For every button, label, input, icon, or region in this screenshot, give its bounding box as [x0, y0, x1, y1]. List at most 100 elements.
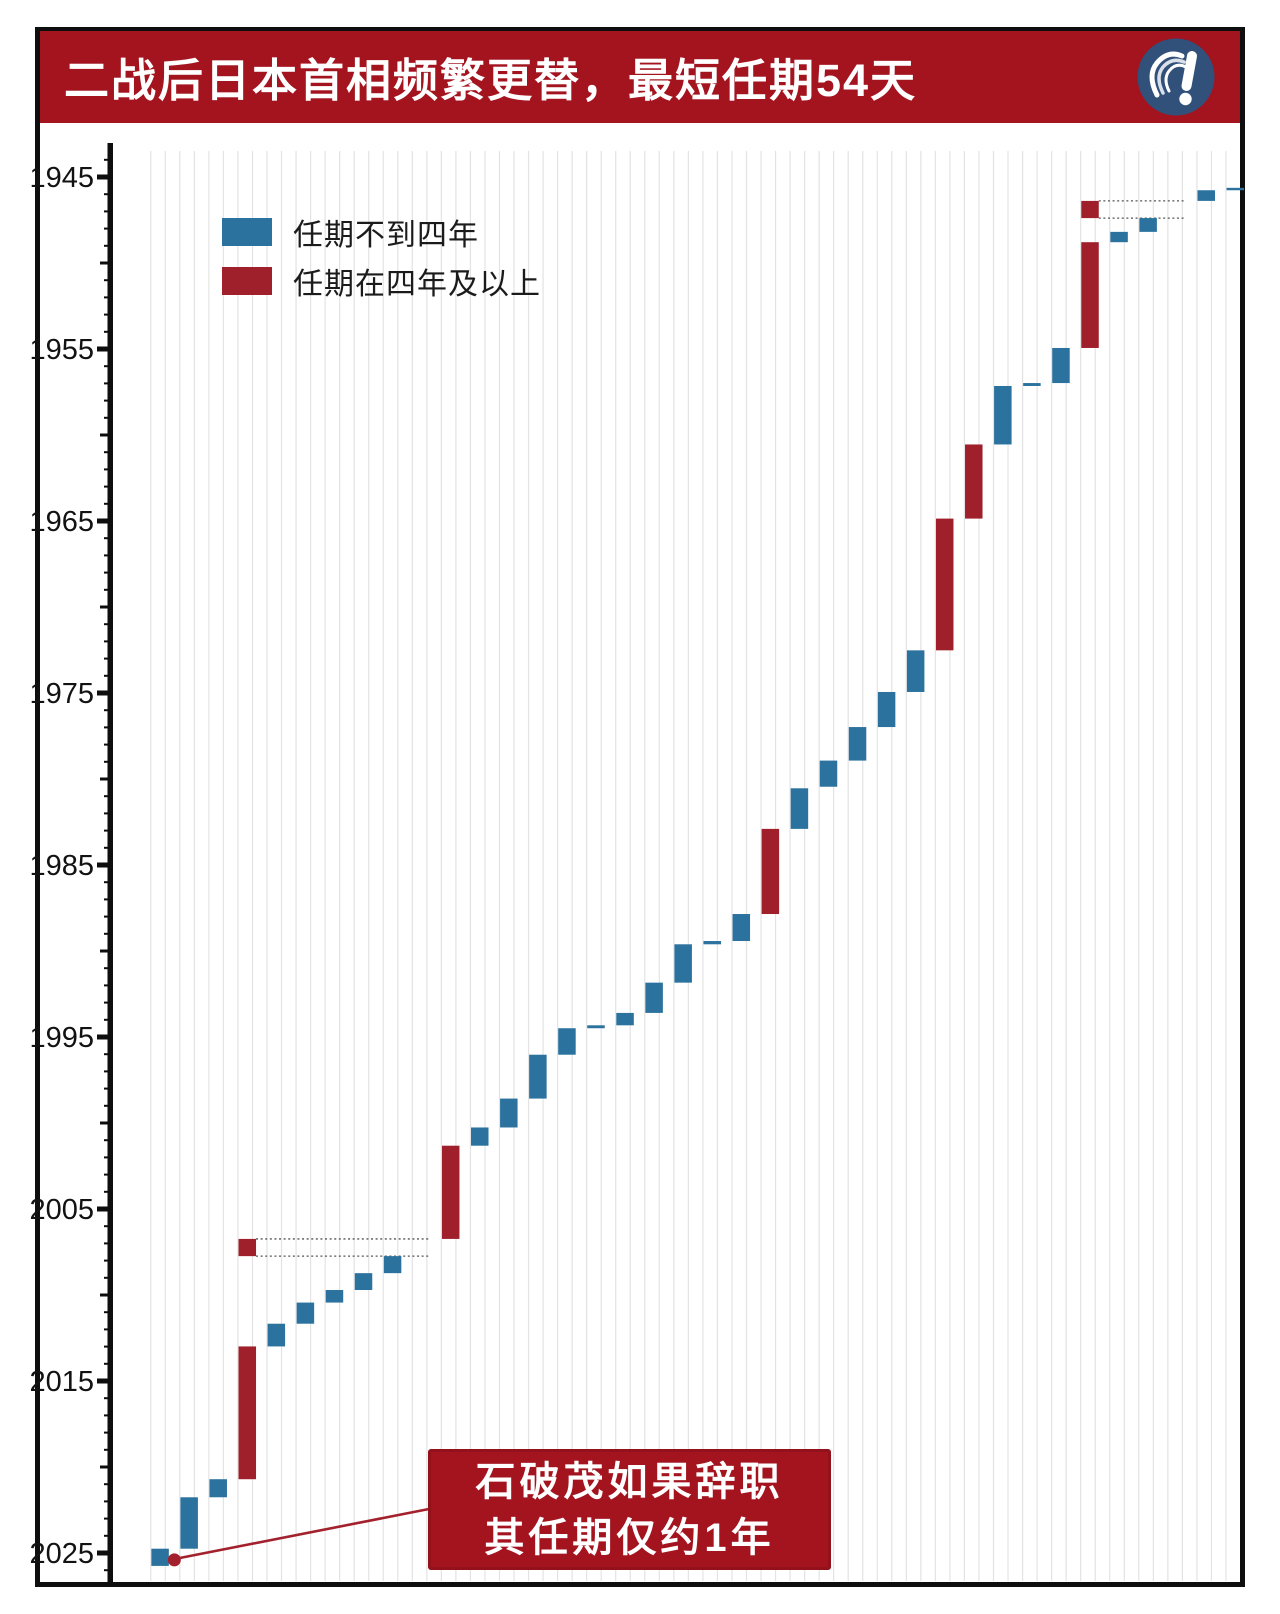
y-axis-tick — [104, 640, 113, 643]
y-axis-tick — [97, 518, 113, 524]
legend-label-short-term: 任期不到四年 — [293, 219, 479, 252]
y-axis-tick — [104, 1190, 113, 1193]
tenure-bar — [267, 1323, 286, 1347]
callout-dot — [167, 1553, 181, 1567]
y-axis-tick — [104, 537, 113, 540]
tenure-bar — [761, 828, 780, 915]
legend-item-long-term: 任期在四年及以上 — [222, 259, 541, 303]
y-axis-tick — [104, 1276, 113, 1279]
y-axis-tick — [104, 898, 113, 901]
y-axis-tick — [104, 623, 113, 626]
y-axis-tick — [104, 244, 113, 247]
page-title: 二战后日本首相频繁更替，最短任期54天 — [64, 54, 918, 106]
y-axis-label: 1985 — [29, 850, 94, 882]
y-axis-tick — [104, 296, 113, 299]
y-axis-tick — [100, 949, 113, 953]
y-axis-tick — [100, 777, 113, 781]
y-axis-tick — [104, 1414, 113, 1417]
callout-box: 石破茂如果辞职 其任期仅约1年 — [428, 1449, 831, 1570]
y-axis-tick — [104, 1362, 113, 1365]
y-axis-tick — [100, 1121, 113, 1125]
y-axis-label: 2015 — [29, 1366, 94, 1398]
y-axis-tick — [104, 485, 113, 488]
y-axis-tick — [104, 1517, 113, 1520]
y-axis-tick — [104, 365, 113, 368]
tenure-bar — [1197, 190, 1216, 201]
y-axis-tick — [104, 881, 113, 884]
y-axis-tick — [100, 605, 113, 609]
y-axis-tick — [104, 674, 113, 677]
y-axis-tick — [100, 433, 113, 437]
tenure-bar — [848, 727, 867, 761]
y-axis-tick — [104, 1156, 113, 1159]
y-axis-tick — [104, 554, 113, 557]
tenure-bar — [965, 444, 983, 519]
y-axis-tick — [104, 1448, 113, 1451]
y-axis-tick — [97, 1550, 113, 1556]
tenure-bar — [180, 1497, 198, 1549]
y-axis-tick — [97, 690, 113, 696]
y-axis-tick — [104, 1139, 113, 1142]
y-axis-tick — [104, 846, 113, 849]
y-axis-label: 1965 — [29, 506, 94, 538]
tenure-bar — [354, 1273, 373, 1291]
tenure-bar — [500, 1098, 518, 1128]
y-axis-tick — [104, 313, 113, 316]
y-axis-tick — [104, 1104, 113, 1107]
y-axis-tick — [104, 502, 113, 505]
y-axis-tick — [104, 1053, 113, 1056]
tenure-bar — [1052, 347, 1070, 384]
y-axis-label: 1955 — [29, 334, 94, 366]
legend-item-short-term: 任期不到四年 — [222, 210, 479, 254]
tenure-bar — [529, 1054, 547, 1099]
y-axis-tick — [104, 1328, 113, 1331]
y-axis-label: 2005 — [29, 1194, 94, 1226]
y-axis-tick — [104, 1242, 113, 1245]
y-axis-tick — [104, 932, 113, 935]
tenure-bar — [1226, 187, 1245, 191]
y-axis-tick — [97, 346, 113, 352]
tenure-bar — [906, 650, 925, 692]
y-axis-tick — [97, 1206, 113, 1212]
y-axis-label: 1945 — [29, 162, 94, 194]
y-axis-tick — [104, 984, 113, 987]
tenure-bar — [616, 1012, 634, 1026]
tenure-bar — [994, 385, 1012, 445]
tenure-bar — [732, 914, 751, 942]
y-axis-tick — [104, 726, 113, 729]
tenure-bar — [674, 944, 692, 983]
tenure-bar — [790, 788, 809, 829]
y-axis-tick — [104, 1173, 113, 1176]
y-axis-tick — [104, 382, 113, 385]
y-axis-tick — [104, 158, 113, 161]
y-axis-label: 1995 — [29, 1022, 94, 1054]
y-axis-tick — [104, 451, 113, 454]
tenure-bar — [935, 518, 954, 651]
legend-label-long-term: 任期在四年及以上 — [293, 268, 541, 301]
tenure-bar — [703, 941, 721, 945]
y-axis-tick — [104, 227, 113, 230]
y-axis-tick — [104, 1431, 113, 1434]
tenure-bar — [877, 691, 896, 728]
y-axis-tick — [104, 1534, 113, 1537]
tenure-bar — [1023, 383, 1041, 386]
y-axis-tick — [104, 1259, 113, 1262]
y-axis-tick — [104, 709, 113, 712]
y-axis-label: 1975 — [29, 678, 94, 710]
y-axis-tick — [104, 210, 113, 213]
y-axis-label: 2025 — [29, 1538, 94, 1570]
news-logo-icon — [1137, 38, 1215, 116]
y-axis-tick — [97, 174, 113, 180]
y-axis-tick — [104, 1070, 113, 1073]
tenure-bar — [471, 1127, 489, 1146]
y-axis-tick — [104, 760, 113, 763]
callout-connector-line — [180, 1507, 430, 1560]
y-axis-tick — [104, 1001, 113, 1004]
tenure-bar — [558, 1028, 576, 1055]
y-axis-tick — [104, 330, 113, 333]
y-axis-tick — [104, 279, 113, 282]
y-axis-tick — [104, 416, 113, 419]
tenure-bar — [238, 1346, 257, 1480]
callout-line2: 其任期仅约1年 — [484, 1515, 775, 1560]
